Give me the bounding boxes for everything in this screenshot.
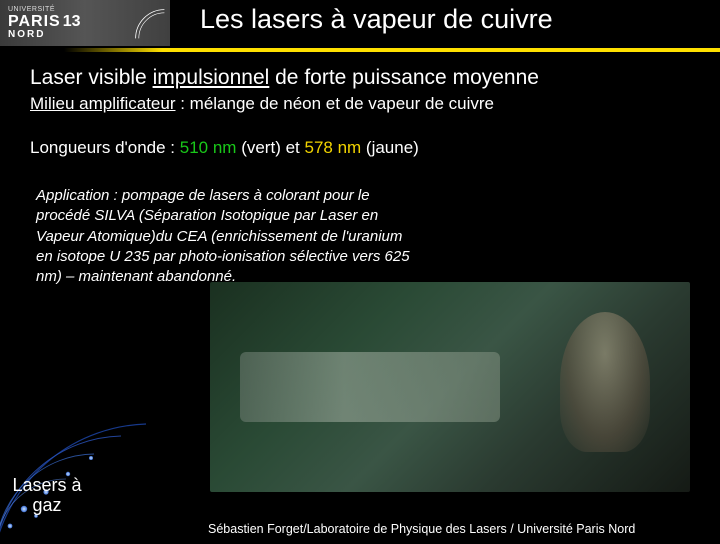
logo-arc-icon: [134, 8, 166, 40]
application-paragraph: Application : pompage de lasers à colora…: [36, 186, 416, 287]
footer-credit: Sébastien Forget/Laboratoire de Physique…: [208, 522, 635, 536]
line3-mid: (vert) et: [236, 138, 304, 157]
line2-rest: : mélange de néon et de vapeur de cuivre: [176, 94, 495, 113]
wavelengths-line: Longueurs d'onde : 510 nm (vert) et 578 …: [30, 138, 419, 158]
university-logo: UNIVERSITÉ PARIS 13 NORD: [0, 0, 170, 46]
line2-underlined: Milieu amplificateur: [30, 94, 176, 113]
title-underline-bar: [64, 48, 720, 52]
logo-universite: UNIVERSITÉ: [8, 6, 81, 13]
line3-b: (jaune): [361, 138, 419, 157]
amplifier-medium-line: Milieu amplificateur : mélange de néon e…: [30, 94, 494, 114]
line1-part-b: de forte puissance moyenne: [269, 66, 539, 89]
wavelength-yellow: 578 nm: [304, 138, 361, 157]
line1-underlined: impulsionnel: [153, 66, 270, 89]
slide-title: Les lasers à vapeur de cuivre: [200, 4, 553, 35]
footer-label-line1: Lasers à: [12, 475, 81, 495]
line3-a: Longueurs d'onde :: [30, 138, 180, 157]
line1-part-a: Laser visible: [30, 66, 153, 89]
logo-text: UNIVERSITÉ PARIS 13 NORD: [8, 6, 81, 40]
footer-category-label: Lasers à gaz: [6, 475, 88, 516]
headline-laser-type: Laser visible impulsionnel de forte puis…: [30, 66, 539, 90]
wavelength-green: 510 nm: [180, 138, 237, 157]
laser-lab-photo: [210, 282, 690, 492]
footer-label-line2: gaz: [32, 495, 61, 515]
logo-nord: NORD: [8, 29, 81, 40]
